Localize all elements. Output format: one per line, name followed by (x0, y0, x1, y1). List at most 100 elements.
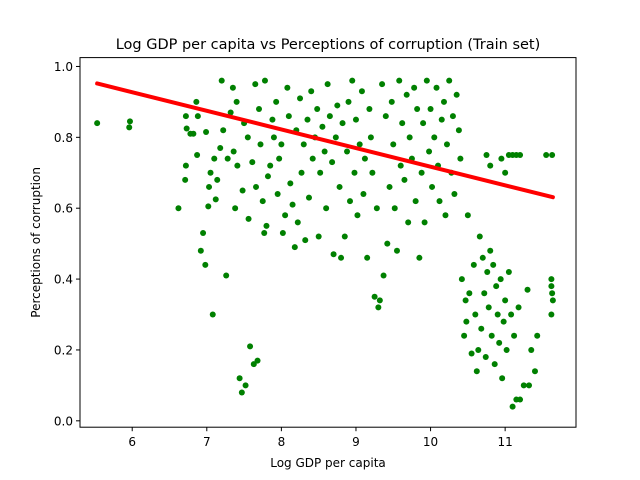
scatter-point (528, 346, 535, 353)
scatter-point (455, 127, 462, 134)
scatter-point (227, 109, 234, 116)
scatter-point (203, 129, 210, 136)
scatter-point (263, 222, 270, 229)
scatter-point (403, 91, 410, 98)
scatter-point (405, 219, 412, 226)
scatter-point (358, 88, 365, 95)
scatter-point (274, 191, 281, 198)
scatter-point (483, 152, 490, 159)
scatter-point (351, 169, 358, 176)
scatter-point (126, 118, 133, 125)
y-tick-label: 0.6 (54, 202, 73, 216)
scatter-point (230, 148, 237, 155)
scatter-point (291, 244, 298, 251)
scatter-point (373, 205, 380, 212)
scatter-point (234, 162, 241, 169)
scatter-point (317, 169, 324, 176)
x-axis-label: Log GDP per capita (270, 456, 386, 470)
scatter-point (194, 152, 201, 159)
scatter-point (356, 141, 363, 148)
scatter-point (371, 293, 378, 300)
scatter-point (380, 272, 387, 279)
scatter-point (502, 169, 509, 176)
y-tick-label: 1.0 (54, 60, 73, 74)
scatter-point (494, 311, 501, 318)
scatter-point (390, 141, 397, 148)
scatter-point (223, 272, 230, 279)
scatter-point (284, 84, 291, 91)
scatter-point (414, 105, 421, 112)
scatter-point (330, 251, 337, 258)
scatter-point (206, 183, 213, 190)
scatter-point (549, 152, 556, 159)
chart-title: Log GDP per capita vs Perceptions of cor… (116, 37, 541, 53)
scatter-point (245, 215, 252, 222)
scatter-point (309, 155, 316, 162)
scatter-point (182, 113, 189, 120)
scatter-point (197, 247, 204, 254)
scatter-point (302, 237, 309, 244)
x-axis-ticks: 6 7 8 9 10 11 (128, 427, 513, 449)
regression-line (95, 81, 555, 200)
scatter-point (531, 368, 538, 375)
scatter-point (505, 268, 512, 275)
scatter-point (190, 130, 197, 137)
scatter-point (411, 84, 418, 91)
scatter-point (416, 254, 423, 261)
scatter-point (218, 77, 225, 84)
plot-frame (79, 57, 577, 428)
scatter-point (194, 113, 201, 120)
scatter-point (446, 77, 453, 84)
scatter-point (205, 203, 212, 210)
scatter-point (466, 290, 473, 297)
scatter-point (396, 77, 403, 84)
scatter-point (453, 91, 460, 98)
scatter-point (505, 152, 512, 159)
scatter-point (279, 230, 286, 237)
scatter-point (361, 155, 368, 162)
scatter-point (386, 183, 393, 190)
scatter-point (457, 155, 464, 162)
scatter-point (449, 113, 456, 120)
scatter-point (511, 332, 518, 339)
axes: 6 7 8 9 10 11 0.0 0.2 0.4 0.6 0.8 1.0 (54, 57, 577, 449)
scatter-point (339, 120, 346, 127)
scatter-point (543, 152, 550, 159)
y-tick-label: 0.2 (54, 343, 73, 357)
y-tick-label: 0.0 (54, 414, 73, 428)
scatter-point (418, 169, 425, 176)
x-tick-label: 10 (423, 435, 438, 449)
scatter-point (384, 240, 391, 247)
scatter-point (207, 169, 214, 176)
y-tick-label: 0.8 (54, 131, 73, 145)
scatter-point (238, 389, 245, 396)
scatter-point (436, 198, 443, 205)
scatter-point (247, 343, 254, 350)
scatter-point (217, 144, 224, 151)
scatter-point (244, 134, 251, 141)
scatter-point (366, 105, 373, 112)
scatter-point (214, 176, 221, 183)
scatter-point (433, 84, 440, 91)
scatter-point (470, 261, 477, 268)
scatter-point (300, 141, 307, 148)
scatter-point (464, 212, 471, 219)
scatter-point (212, 196, 219, 203)
scatter-point (257, 141, 264, 148)
scatter-point (463, 318, 470, 325)
scatter-point (490, 261, 497, 268)
scatter-point (517, 396, 524, 403)
scatter-point (211, 155, 218, 162)
scatter-point (256, 105, 263, 112)
scatter-point (438, 116, 445, 123)
scatter-point (242, 382, 249, 389)
scatter-point (326, 113, 333, 120)
scatter-point (426, 148, 433, 155)
scatter-point (382, 113, 389, 120)
scatter-point (261, 230, 268, 237)
scatter-point (352, 116, 359, 123)
scatter-point (520, 382, 527, 389)
scatter-point (412, 198, 419, 205)
y-tick-label: 0.4 (54, 273, 73, 287)
